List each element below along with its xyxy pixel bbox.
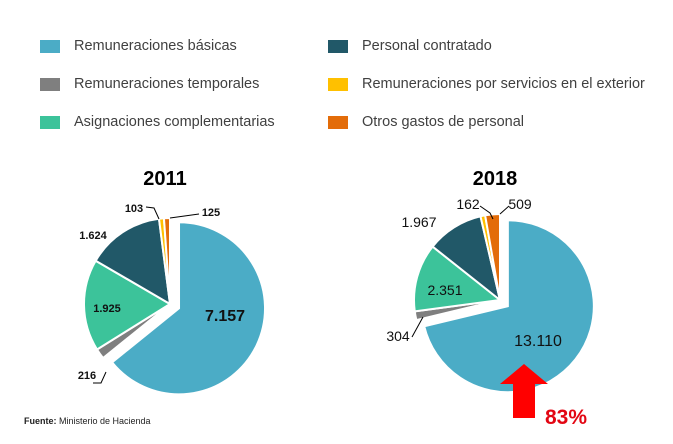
legend-label: Otros gastos de personal (362, 114, 525, 130)
pie-slice-otros-gastos-de-personal (483, 212, 501, 301)
data-label: 2.351 (427, 282, 462, 298)
data-label: 216 (78, 370, 96, 382)
leader-line (479, 205, 494, 220)
data-label: 1.624 (79, 230, 107, 242)
pie-slice-personal-contratado (94, 217, 172, 306)
data-label: 509 (508, 196, 532, 212)
data-label: 13.110 (514, 333, 562, 350)
pie-slice-otros-gastos-de-personal (162, 216, 171, 305)
legend-swatch (40, 39, 60, 53)
pie-chart-2011: 7.157 216 1.925 1.624 103 125 2011 (78, 168, 266, 396)
legend-label: Remuneraciones temporales (74, 76, 260, 92)
leader-line (499, 205, 510, 215)
data-label: 304 (386, 328, 410, 344)
data-label: 7.157 (205, 308, 245, 325)
up-arrow-shape (500, 364, 548, 418)
legend-item-servicios-exterior: Remuneraciones por servicios en el exter… (328, 76, 645, 92)
growth-percentage: 83% (545, 406, 588, 429)
legend-swatch (40, 77, 60, 91)
leader-line (93, 371, 107, 384)
pie-slice-remuneraciones-b-sicas (110, 221, 266, 396)
data-label: 162 (456, 196, 480, 212)
legend-label: Remuneraciones por servicios en el exter… (362, 76, 645, 92)
data-label: 125 (202, 207, 220, 219)
chart-title: 2011 (143, 168, 186, 190)
pie-slice-asignaciones-complementarias (413, 245, 503, 313)
legend-item-remuneraciones-basicas: Remuneraciones básicas (40, 38, 237, 54)
legend-swatch (328, 115, 348, 129)
leader-line (145, 206, 160, 220)
legend-item-personal-contratado: Personal contratado (328, 38, 492, 54)
legend-label: Asignaciones complementarias (74, 114, 275, 130)
legend-swatch (328, 77, 348, 91)
legend-swatch (328, 39, 348, 53)
data-label: 1.967 (401, 214, 436, 230)
legend-label: Personal contratado (362, 38, 492, 54)
legend-label: Remuneraciones básicas (74, 38, 237, 54)
legend-item-remuneraciones-temporales: Remuneraciones temporales (40, 76, 259, 92)
source-note: Fuente: Ministerio de Hacienda (24, 416, 151, 426)
source-prefix: Fuente: (24, 416, 57, 426)
legend-item-asignaciones-complementarias: Asignaciones complementarias (40, 114, 275, 130)
pie-slice-asignaciones-complementarias (83, 259, 172, 351)
leader-line (411, 316, 424, 338)
pie-slice-remuneraciones-b-sicas (423, 219, 595, 394)
leader-line (169, 213, 200, 219)
up-arrow-icon (500, 364, 548, 418)
pie-chart-2018: 13.110 304 2.351 1.967 162 509 2018 (386, 168, 595, 394)
data-label: 1.925 (93, 303, 121, 315)
data-label: 103 (125, 203, 143, 215)
source-text: Ministerio de Hacienda (59, 416, 151, 426)
legend-item-otros-gastos: Otros gastos de personal (328, 114, 524, 130)
chart-title: 2018 (473, 168, 518, 190)
legend-swatch (40, 115, 60, 129)
